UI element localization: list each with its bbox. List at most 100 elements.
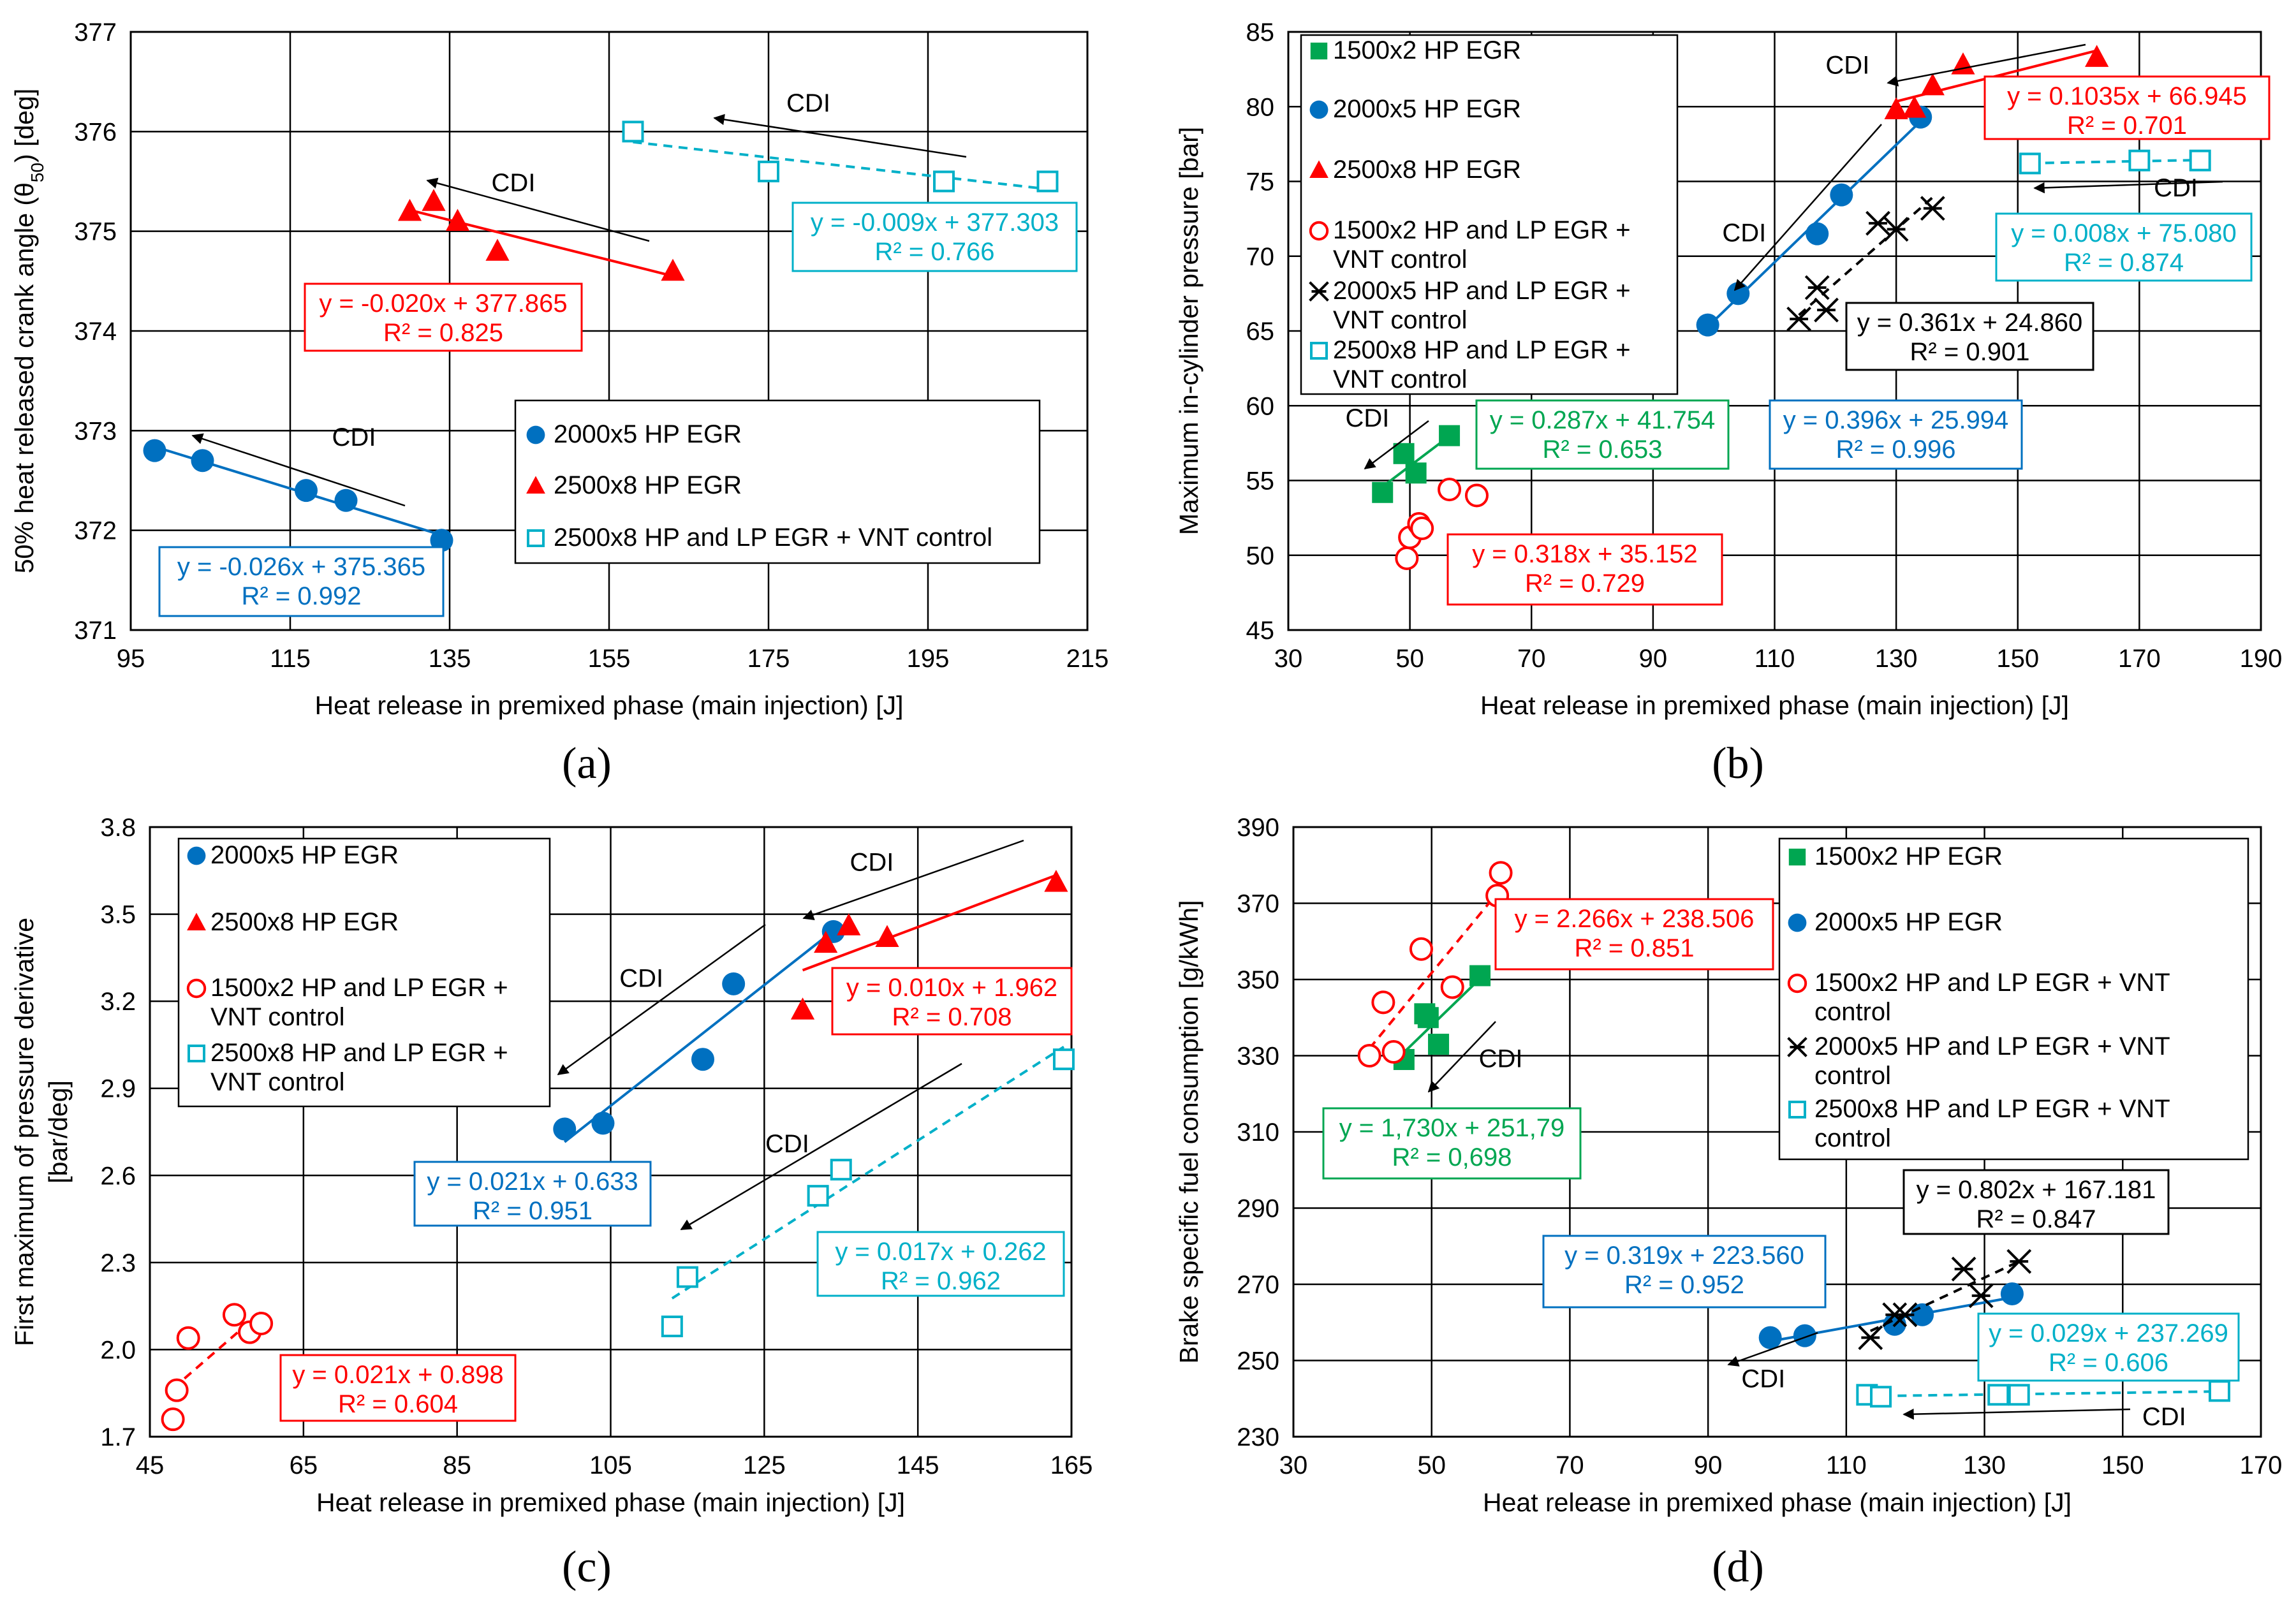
legend-box (1778, 837, 2249, 1161)
data-point-c-3 (807, 1185, 829, 1207)
data-point-b-4 (1883, 217, 1909, 242)
y-tick-label: 330 (1237, 1043, 1279, 1071)
data-point-a-1 (422, 189, 446, 211)
cdi-label: CDI (1825, 52, 1869, 80)
data-point-b-0 (1393, 443, 1415, 464)
x-tick-label: 70 (1556, 1451, 1584, 1479)
cdi-arrow (426, 177, 650, 242)
equation-box (831, 967, 1073, 1036)
x-tick-label: 45 (136, 1451, 165, 1479)
panel-label: (d) (1712, 1543, 1764, 1592)
data-point-c-2 (249, 1311, 274, 1335)
r-squared-text: R² = 0.766 (875, 238, 995, 266)
cdi-arrow (557, 923, 766, 1076)
data-point-a-1 (397, 198, 422, 221)
y-tick-label: 2.0 (100, 1336, 136, 1364)
data-point-a-0 (295, 479, 318, 502)
data-point-a-2 (758, 160, 779, 182)
equation-text: y = 0.008x + 75.080 (2011, 219, 2237, 247)
cdi-label: CDI (2142, 1403, 2186, 1431)
legend-label: 1500x2 HP and LP EGR + VNT control (1814, 969, 2170, 1026)
data-point-d-0 (1469, 965, 1491, 987)
cdi-arrow (2033, 180, 2223, 194)
legend-box (514, 399, 1041, 564)
legend-label: 2500x8 HP EGR (1333, 156, 1521, 184)
legend-marker (526, 476, 545, 494)
y-tick-label: 250 (1237, 1347, 1279, 1375)
data-point-d-3 (1892, 1302, 1918, 1328)
y-tick-label: 372 (74, 517, 117, 545)
r-squared-text: R² = 0.874 (2064, 249, 2184, 277)
legend-box (1300, 34, 1679, 395)
data-point-a-0 (430, 529, 453, 552)
legend-label: 2500x8 HP and LP EGR + VNT control (1814, 1095, 2170, 1152)
legend-label: 2000x5 HP EGR (554, 420, 742, 448)
y-tick-label: 350 (1237, 966, 1279, 994)
y-tick-label: 3.2 (100, 988, 136, 1016)
y-axis-title: 50% heat released crank angle (θ50) [deg… (10, 89, 47, 574)
equation-text: y = 0.021x + 0.633 (427, 1168, 638, 1196)
y-tick-label: 65 (1246, 318, 1275, 346)
y-tick-label: 80 (1246, 93, 1275, 121)
x-tick-label: 130 (1875, 645, 1918, 673)
equation-text: y = -0.020x + 377.865 (319, 290, 567, 318)
y-axis-title-units: [bar/deg] (43, 1080, 73, 1184)
data-point-b-3 (1395, 546, 1419, 570)
equation-text: y = 0.017x + 0.262 (835, 1238, 1046, 1266)
x-axis-title: Heat release in premixed phase (main inj… (1480, 691, 2069, 720)
data-point-d-2 (1357, 1044, 1381, 1067)
equation-box (1322, 1107, 1582, 1180)
equation-text: y = -0.026x + 375.365 (177, 553, 425, 581)
trendline-c-0 (564, 929, 834, 1143)
x-tick-label: 30 (1279, 1451, 1308, 1479)
legend-marker (1309, 221, 1329, 241)
chart-d: 230 250 270 290 310 330 350 370 390 30 50 70 90 110 13… (1174, 814, 2282, 1592)
cdi-arrow (1733, 124, 1882, 291)
x-tick-label: 195 (907, 645, 950, 673)
data-point-c-1 (875, 925, 899, 947)
cdi-arrow (680, 1062, 962, 1231)
r-squared-text: R² = 0.729 (1525, 569, 1645, 598)
legend-marker (1310, 42, 1328, 60)
legend-label: 2000x5 HP and LP EGR + VNT control (1333, 277, 1631, 334)
cdi-label: CDI (619, 964, 663, 992)
legend-label: 2500x8 HP and LP EGR + VNT control (1333, 336, 1631, 393)
data-point-d-4 (1870, 1386, 1892, 1408)
data-point-d-4 (1987, 1384, 2010, 1406)
x-tick-label: 145 (897, 1451, 939, 1479)
r-squared-text: R² = 0.708 (892, 1003, 1012, 1031)
data-point-c-1 (837, 913, 861, 935)
y-tick-label: 370 (1237, 890, 1279, 918)
x-axis-title: Heat release in premixed phase (main inj… (315, 691, 904, 720)
data-point-d-1 (2000, 1282, 2024, 1305)
data-point-b-2 (1902, 96, 1927, 118)
x-tick-label: 165 (1050, 1451, 1093, 1479)
y-axis-title: Brake specific fuel consumption [g/kWh] (1174, 900, 1203, 1364)
data-point-a-1 (485, 238, 510, 261)
data-point-a-0 (334, 488, 358, 512)
legend-marker (1788, 848, 1806, 866)
legend-marker (526, 425, 545, 444)
equation-box (1494, 898, 1774, 971)
data-point-d-0 (1417, 1007, 1439, 1029)
y-tick-label: 55 (1246, 467, 1275, 495)
data-point-c-2 (222, 1303, 246, 1327)
r-squared-text: R² = 0,698 (1392, 1143, 1512, 1171)
data-point-d-2 (1409, 937, 1433, 961)
legend-marker (186, 978, 207, 999)
data-point-d-1 (1758, 1326, 1782, 1349)
y-tick-label: 2.3 (100, 1249, 136, 1277)
data-point-d-2 (1440, 975, 1464, 999)
data-point-c-3 (830, 1159, 852, 1181)
data-point-d-1 (1793, 1324, 1816, 1347)
x-tick-label: 115 (270, 645, 311, 673)
trendline-c-3 (671, 1045, 1065, 1300)
x-tick-label: 190 (2240, 645, 2283, 673)
equation-box (413, 1161, 652, 1227)
legend-label: 2500x8 HP EGR (210, 908, 399, 936)
data-point-b-2 (1920, 73, 1945, 96)
data-point-c-1 (1044, 869, 1068, 892)
y-tick-label: 230 (1237, 1423, 1279, 1451)
chart-a: 371 372 373 374 375 376 377 95 115 135 155 175 195 21… (10, 18, 1108, 788)
x-tick-label: 125 (743, 1451, 786, 1479)
